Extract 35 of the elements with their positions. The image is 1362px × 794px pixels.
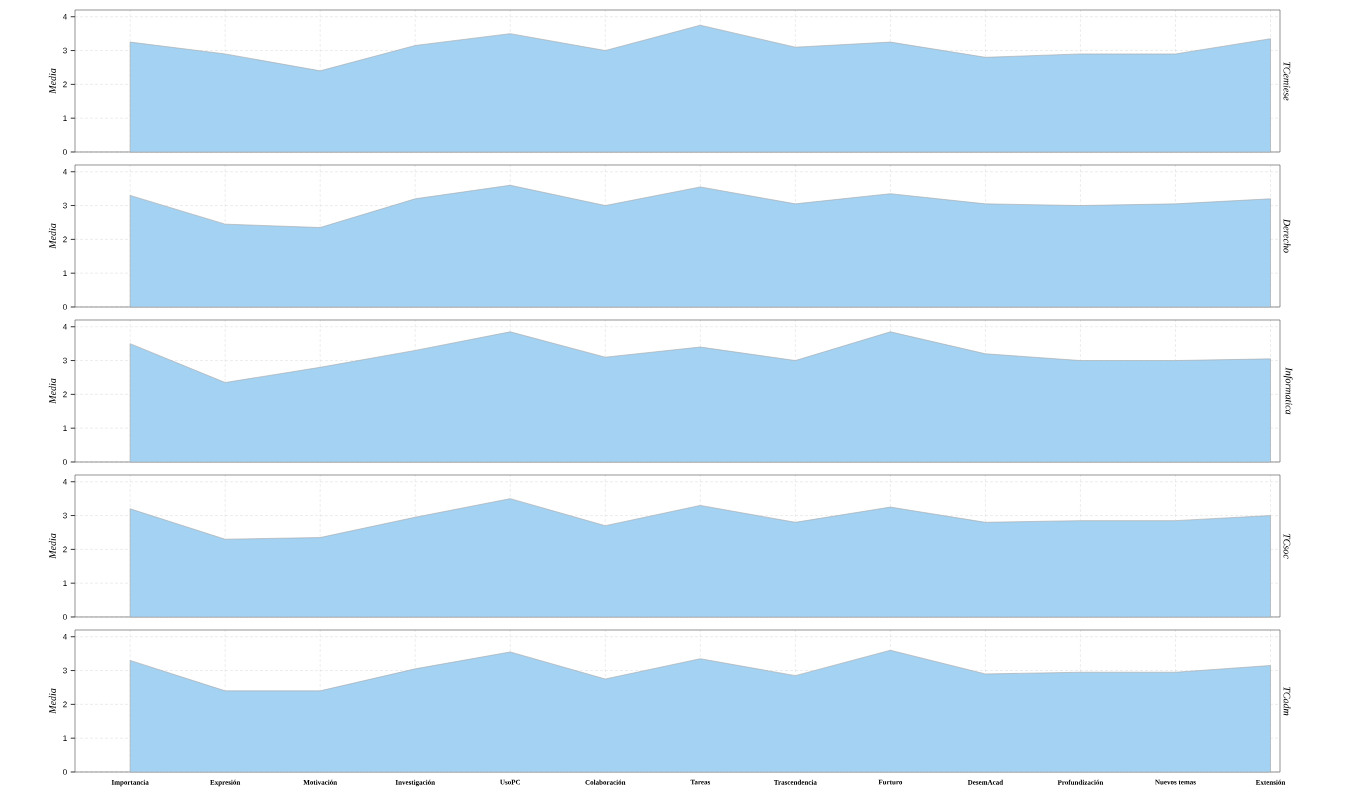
y-tick-label: 1 xyxy=(63,735,67,741)
text: TCemiese xyxy=(1283,61,1291,101)
text: TCsoc xyxy=(1283,533,1291,559)
y-tick-label: 1 xyxy=(63,425,67,431)
y-tick-label: 4 xyxy=(62,634,67,640)
text: Informatica xyxy=(1283,367,1293,415)
y-axis-title: Media xyxy=(48,533,56,559)
y-tick-label: 4 xyxy=(62,14,67,20)
y-tick-label: 0 xyxy=(63,149,67,155)
y-tick-label: 1 xyxy=(63,270,67,276)
y-tick-label: 2 xyxy=(63,391,67,398)
y-tick-label: 0 xyxy=(63,304,67,310)
y-tick-label: 0 xyxy=(63,614,67,620)
text: TCadm xyxy=(1283,686,1291,716)
y-tick-label: 2 xyxy=(63,236,67,243)
y-tick-label: 0 xyxy=(63,459,67,465)
y-axis-title: Media xyxy=(48,223,56,249)
text: Derecho xyxy=(1283,218,1291,253)
y-tick-label: 2 xyxy=(63,546,67,553)
y-tick-label: 3 xyxy=(63,512,67,519)
y-tick-label: 1 xyxy=(63,115,67,121)
y-tick-label: 4 xyxy=(62,479,67,485)
y-tick-label: 0 xyxy=(63,769,67,775)
y-axis-title: Media xyxy=(48,378,56,404)
y-tick-label: 3 xyxy=(63,202,67,209)
y-axis-title: Media xyxy=(48,68,56,94)
y-tick-label: 3 xyxy=(63,667,67,674)
y-tick-label: 2 xyxy=(63,81,67,88)
y-tick-label: 4 xyxy=(62,169,67,175)
y-tick-label: 3 xyxy=(63,47,67,54)
y-tick-label: 3 xyxy=(63,357,67,364)
y-tick-label: 2 xyxy=(63,701,67,708)
y-axis-title: Media xyxy=(48,688,56,714)
y-tick-label: 4 xyxy=(62,324,67,330)
y-tick-label: 1 xyxy=(63,580,67,586)
